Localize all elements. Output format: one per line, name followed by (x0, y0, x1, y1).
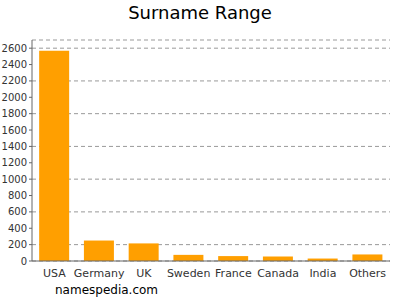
svg-text:600: 600 (8, 206, 27, 217)
svg-text:Germany: Germany (74, 267, 125, 280)
svg-text:Canada: Canada (257, 267, 299, 280)
svg-text:India: India (309, 267, 336, 280)
svg-text:USA: USA (43, 267, 66, 280)
svg-text:2000: 2000 (8, 92, 27, 103)
svg-text:2600: 2600 (8, 43, 27, 54)
svg-text:1800: 1800 (8, 108, 27, 119)
svg-text:2200: 2200 (8, 75, 27, 86)
svg-text:Others: Others (349, 267, 386, 280)
svg-text:UK: UK (136, 267, 152, 280)
svg-text:200: 200 (8, 239, 27, 250)
html-text:namespedia.com: namespedia.com (55, 283, 158, 297)
svg-text:800: 800 (8, 190, 27, 201)
svg-text:1000: 1000 (8, 174, 27, 185)
svg-text:1600: 1600 (8, 125, 27, 136)
svg-text:France: France (215, 267, 252, 280)
svg-text:0: 0 (21, 256, 27, 267)
svg-text:2400: 2400 (8, 59, 27, 70)
html-text:Surname Range: Surname Range (128, 2, 272, 23)
svg-text:1200: 1200 (8, 157, 27, 168)
svg-text:400: 400 (8, 223, 27, 234)
svg-text:Sweden: Sweden (167, 267, 210, 280)
svg-text:1400: 1400 (8, 141, 27, 152)
